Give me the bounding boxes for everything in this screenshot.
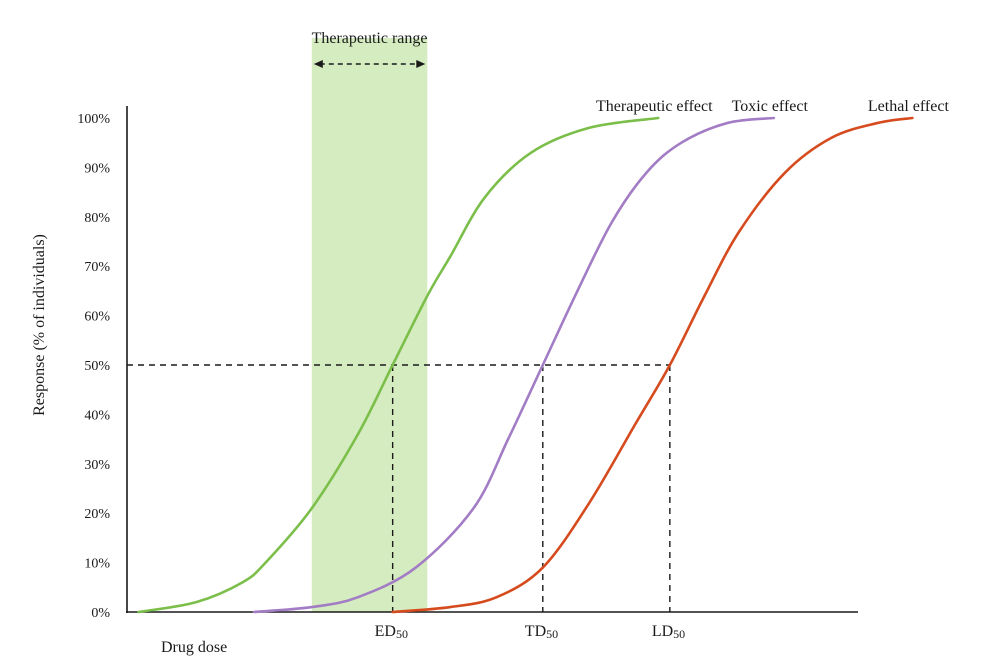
series-line-toxic-effect (252, 116, 776, 614)
y-tick-label: 40% (84, 408, 110, 423)
series-label-lethal-effect: Lethal effect (868, 98, 950, 115)
series-line-therapeutic-effect (137, 116, 660, 614)
therapeutic-range-arrowhead-left (313, 60, 323, 68)
series-label-therapeutic-effect: Therapeutic effect (596, 98, 713, 115)
y-tick-label: 60% (84, 310, 110, 325)
y-tick-label: 70% (84, 260, 110, 275)
y-axis-title: Response (% of individuals) (31, 234, 48, 416)
marker-label-ed: ED50 (375, 623, 408, 641)
labels-group: Therapeutic range ED50 TD50 LD50 Therapeutic… (312, 30, 950, 641)
y-tick-label: 90% (84, 161, 110, 176)
y-tick-label: 30% (84, 458, 110, 473)
axes-group: 0% 10% 20% 30% 40% 50% 60% 70% 80% 90% 100% (77, 106, 858, 621)
series-label-toxic-effect: Toxic effect (732, 98, 809, 115)
y-tick-label: 10% (84, 557, 110, 572)
marker-label-td: TD50 (525, 623, 558, 641)
y-tick-label: 80% (84, 211, 110, 226)
y-tick-label: 100% (77, 112, 110, 127)
x-axis-title: Drug dose (161, 639, 227, 656)
y-tick-label: 20% (84, 507, 110, 522)
therapeutic-range-band (311, 38, 428, 612)
guide-lines-group (127, 364, 671, 612)
therapeutic-range-group (311, 38, 428, 612)
therapeutic-range-label: Therapeutic range (312, 30, 428, 47)
series-line-lethal-effect (391, 116, 914, 614)
y-tick-label: 0% (91, 606, 110, 621)
y-tick-label: 50% (84, 359, 110, 374)
series-group (137, 116, 914, 614)
therapeutic-range-arrowhead-right (416, 60, 426, 68)
marker-label-ld: LD50 (652, 623, 685, 641)
